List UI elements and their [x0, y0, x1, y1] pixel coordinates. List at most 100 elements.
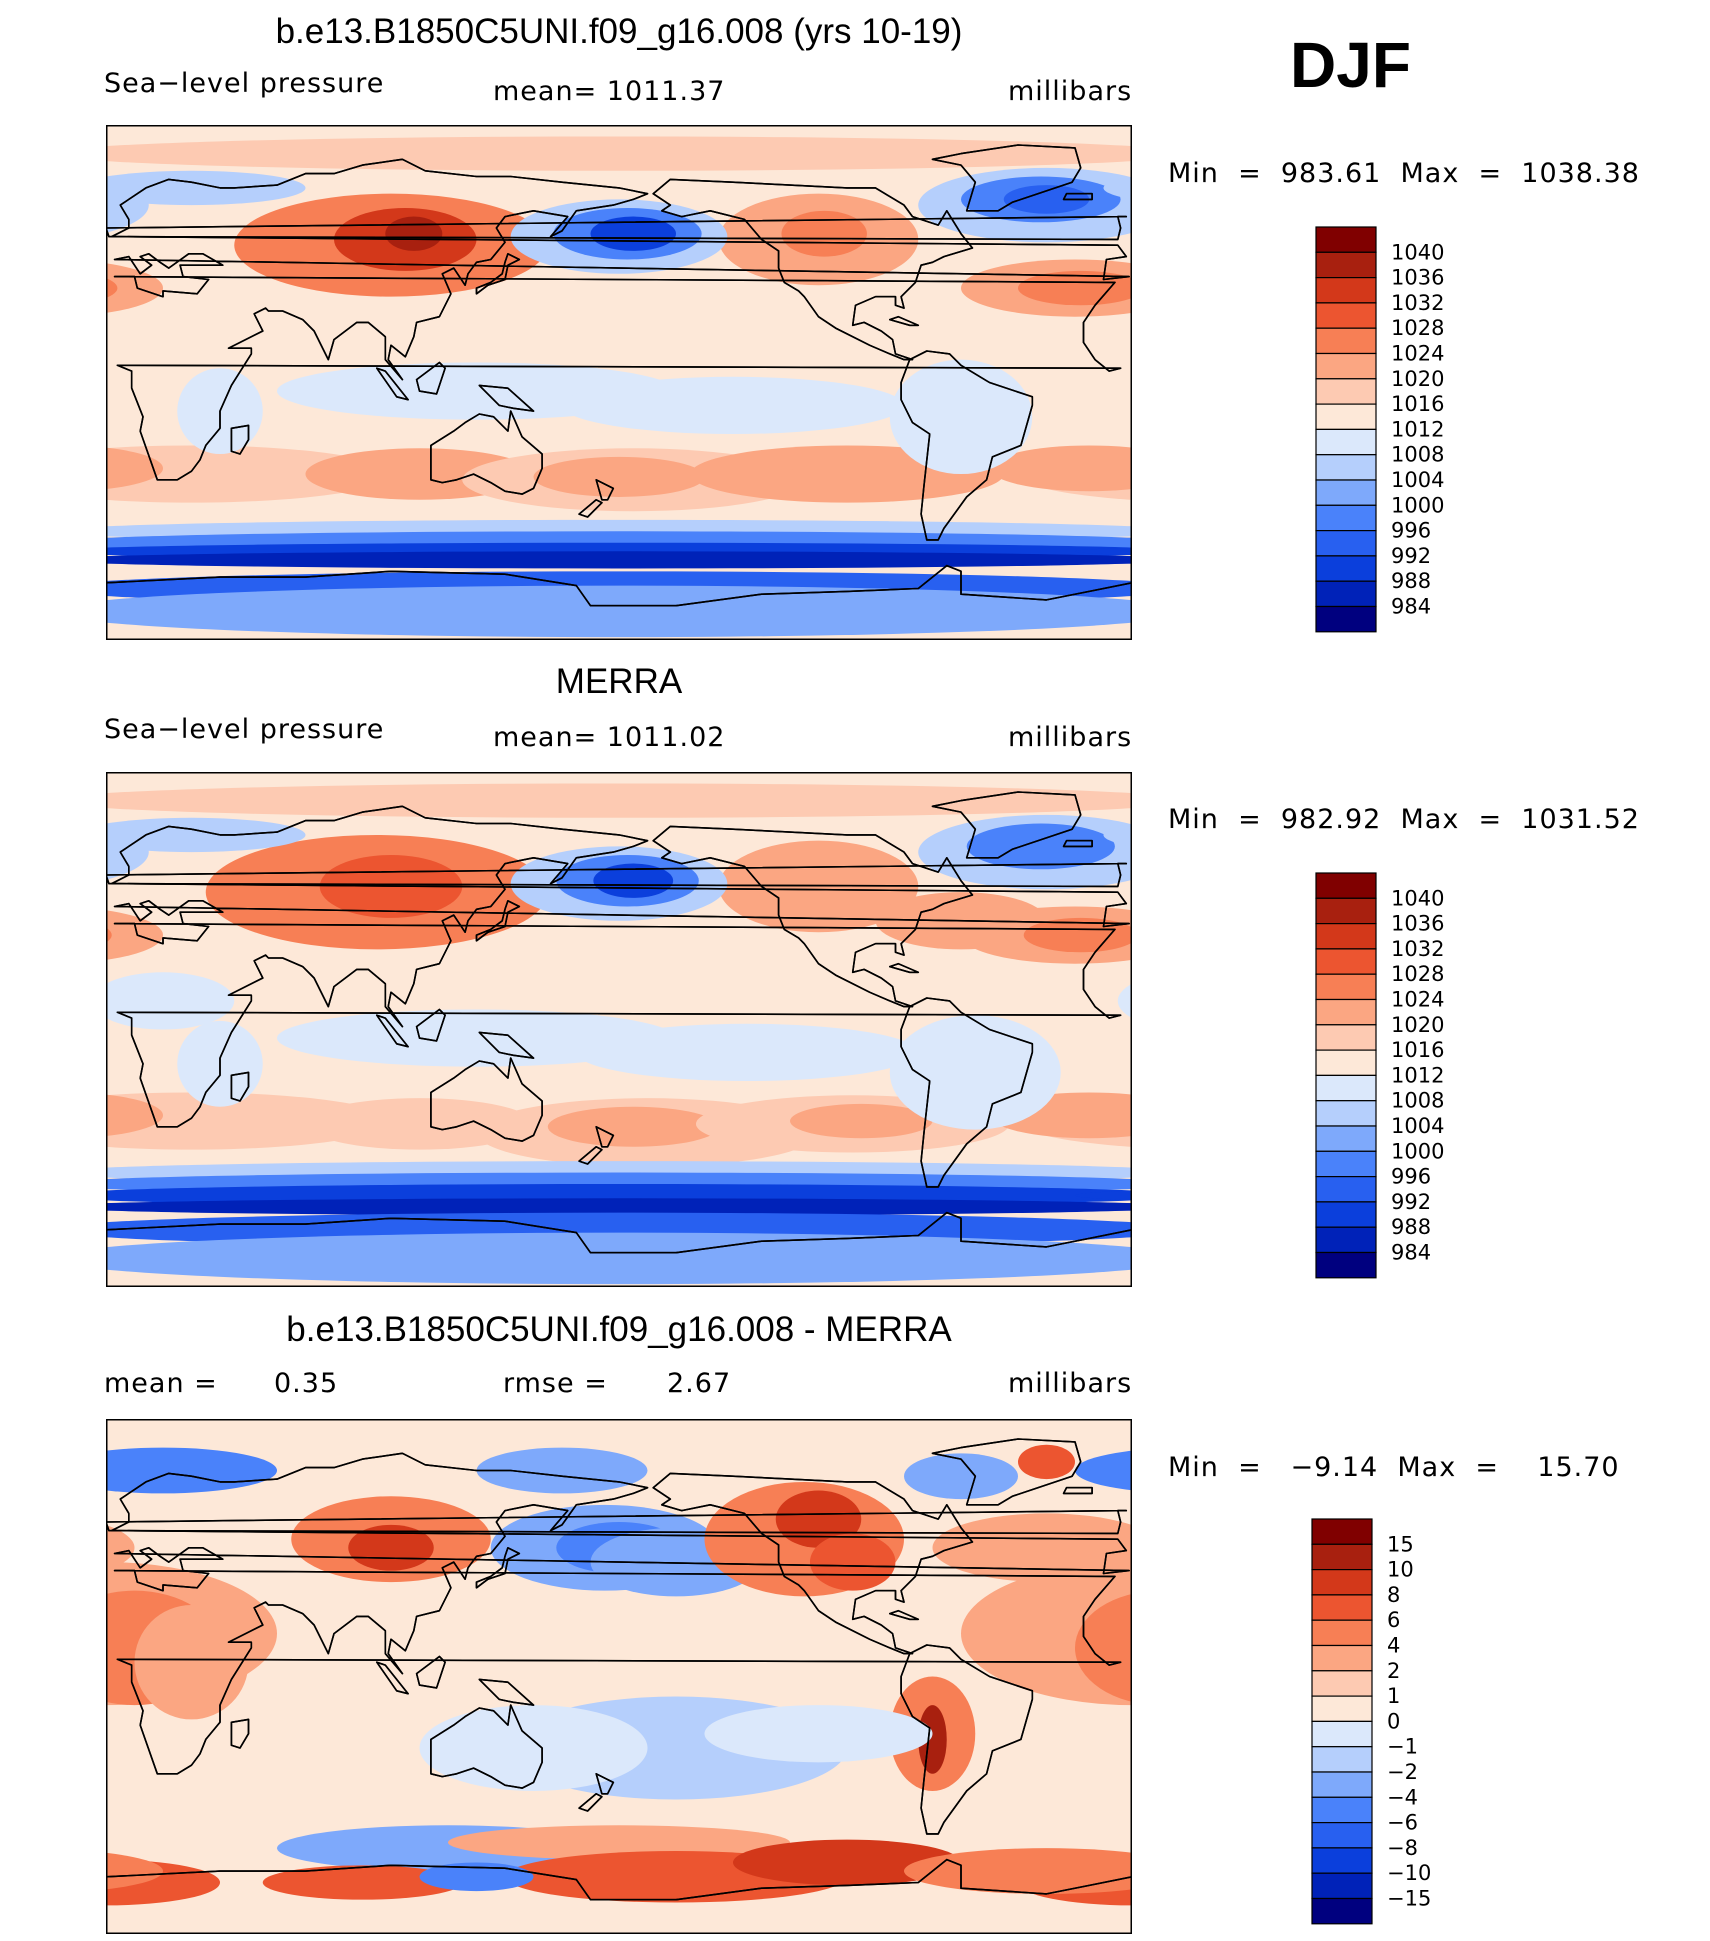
coastline	[578, 1792, 603, 1812]
field-contour	[305, 1098, 534, 1150]
panel-3-units-label: millibars	[1008, 1368, 1133, 1399]
coastline	[900, 350, 1034, 541]
field-contour	[790, 456, 933, 492]
colorbar-tick-label: 10	[1387, 1558, 1414, 1582]
colorbar-swatch	[1315, 1176, 1377, 1203]
field-contour	[733, 1839, 961, 1886]
colorbar-swatch	[1311, 1720, 1373, 1748]
coastline	[375, 1661, 409, 1695]
colorbar-tick-label: 1036	[1391, 912, 1444, 936]
colorbar-tick-label: 1028	[1391, 316, 1444, 340]
coastline	[415, 361, 446, 395]
field-contour	[385, 216, 443, 251]
field-contour	[106, 1232, 1132, 1285]
panel-3-minmax: Min = −9.14 Max = 15.70	[1168, 1452, 1620, 1483]
coastline	[230, 1718, 250, 1749]
season-label: DJF	[1290, 29, 1411, 101]
coastline	[595, 478, 615, 501]
colorbar-swatch	[1315, 948, 1377, 975]
field-contour	[106, 783, 1132, 818]
colorbar-swatch	[1315, 327, 1377, 355]
field-contour	[106, 910, 163, 960]
colorbar-swatch	[1311, 1670, 1373, 1697]
colorbar-swatch	[1315, 530, 1377, 557]
colorbar-tick-label: 988	[1391, 569, 1431, 593]
colorbar-tick-label: 988	[1391, 1215, 1431, 1239]
coastline	[375, 1014, 409, 1048]
colorbar-tick-label: 1	[1387, 1684, 1400, 1708]
colorbar-tick-label: 1000	[1391, 493, 1444, 517]
colorbar-swatch	[1311, 1822, 1373, 1849]
colorbar-swatch	[1315, 226, 1377, 253]
field-contour	[547, 1106, 719, 1147]
panel-3-mean-value: 0.35	[274, 1368, 339, 1399]
field-contour	[106, 445, 391, 503]
field-contour	[106, 170, 306, 206]
colorbar-tick-label: 8	[1387, 1583, 1400, 1607]
field-contour	[1103, 823, 1132, 847]
field-contour	[1075, 1593, 1132, 1702]
field-contour	[593, 863, 674, 898]
field-contour	[106, 551, 1132, 569]
colorbar-tick-label: −10	[1387, 1861, 1431, 1885]
colorbar-tick-label: 1020	[1391, 367, 1444, 391]
panel-2-mean-label: mean= 1011.02	[493, 722, 726, 753]
colorbar-swatch	[1311, 1518, 1373, 1545]
field-contour	[1075, 537, 1132, 548]
panel-1-minmax: Min = 983.61 Max = 1038.38	[1168, 158, 1640, 189]
colorbar-tick-label: 1016	[1391, 392, 1444, 416]
field-contour	[590, 216, 676, 251]
field-contour	[775, 1490, 862, 1548]
field-contour	[1075, 1222, 1132, 1238]
colorbar-swatch	[1315, 276, 1377, 304]
field-contour	[989, 445, 1132, 492]
field-contour	[134, 1604, 249, 1720]
coastline	[475, 1547, 521, 1589]
coastline	[578, 498, 603, 518]
map-svg	[106, 772, 1132, 1287]
coastline	[430, 410, 543, 495]
panel-1-units-label: millibars	[1008, 76, 1133, 107]
colorbar-swatch	[1315, 580, 1377, 608]
coastline	[430, 1704, 543, 1789]
colorbar-tick-label: 1024	[1391, 342, 1444, 366]
coastline	[110, 1452, 1130, 1775]
field-contour	[106, 972, 235, 1030]
colorbar-swatch	[1315, 454, 1377, 481]
field-contour	[781, 210, 867, 257]
colorbar-swatch	[1315, 479, 1377, 506]
coastline	[106, 862, 1128, 888]
panel-2-title: MERRA	[555, 662, 683, 701]
field-contour	[1075, 1247, 1132, 1270]
coastline	[106, 215, 1128, 241]
panel-1-mean-label: mean= 1011.37	[493, 76, 726, 107]
colorbar-tick-label: 984	[1391, 595, 1431, 619]
colorbar-tick-label: 1004	[1391, 1114, 1444, 1138]
field-contour	[704, 1705, 933, 1763]
panel-3-colorbar: 15 10 8 6 4 2 1 0 −1 −2 −4 −6 −8 −10 −15	[1311, 1518, 1511, 1927]
colorbar-tick-label: 992	[1391, 1190, 1431, 1214]
colorbar-swatch	[1311, 1644, 1373, 1672]
coastline	[888, 315, 920, 327]
panel-3-map	[106, 1419, 1132, 1934]
panel-1-title: b.e13.B1850C5UNI.f09_g16.008 (yrs 10-19)	[275, 12, 963, 51]
panel-1-variable-label: Sea−level pressure	[104, 68, 385, 99]
colorbar-swatch	[1315, 1251, 1377, 1279]
colorbar-svg: 1040103610321028102410201016101210081004…	[1315, 872, 1444, 1279]
field-contour	[1003, 185, 1090, 214]
coastline	[1062, 192, 1093, 201]
coastline	[931, 791, 1082, 859]
colorbar-swatch	[1311, 1771, 1373, 1798]
field-contour	[932, 1513, 1132, 1583]
field-contour	[1075, 526, 1132, 537]
map-frame	[106, 1419, 1132, 1934]
coastline	[1062, 839, 1093, 848]
colorbar-tick-label: 1012	[1391, 1063, 1444, 1087]
field-contour	[966, 823, 1115, 870]
colorbar-swatch	[1315, 302, 1377, 329]
coastline	[106, 1211, 1132, 1287]
colorbar-swatch	[1315, 998, 1377, 1026]
field-contour	[809, 1533, 896, 1591]
coastline	[106, 1858, 1132, 1934]
colorbar-tick-label: 1008	[1391, 1089, 1444, 1113]
